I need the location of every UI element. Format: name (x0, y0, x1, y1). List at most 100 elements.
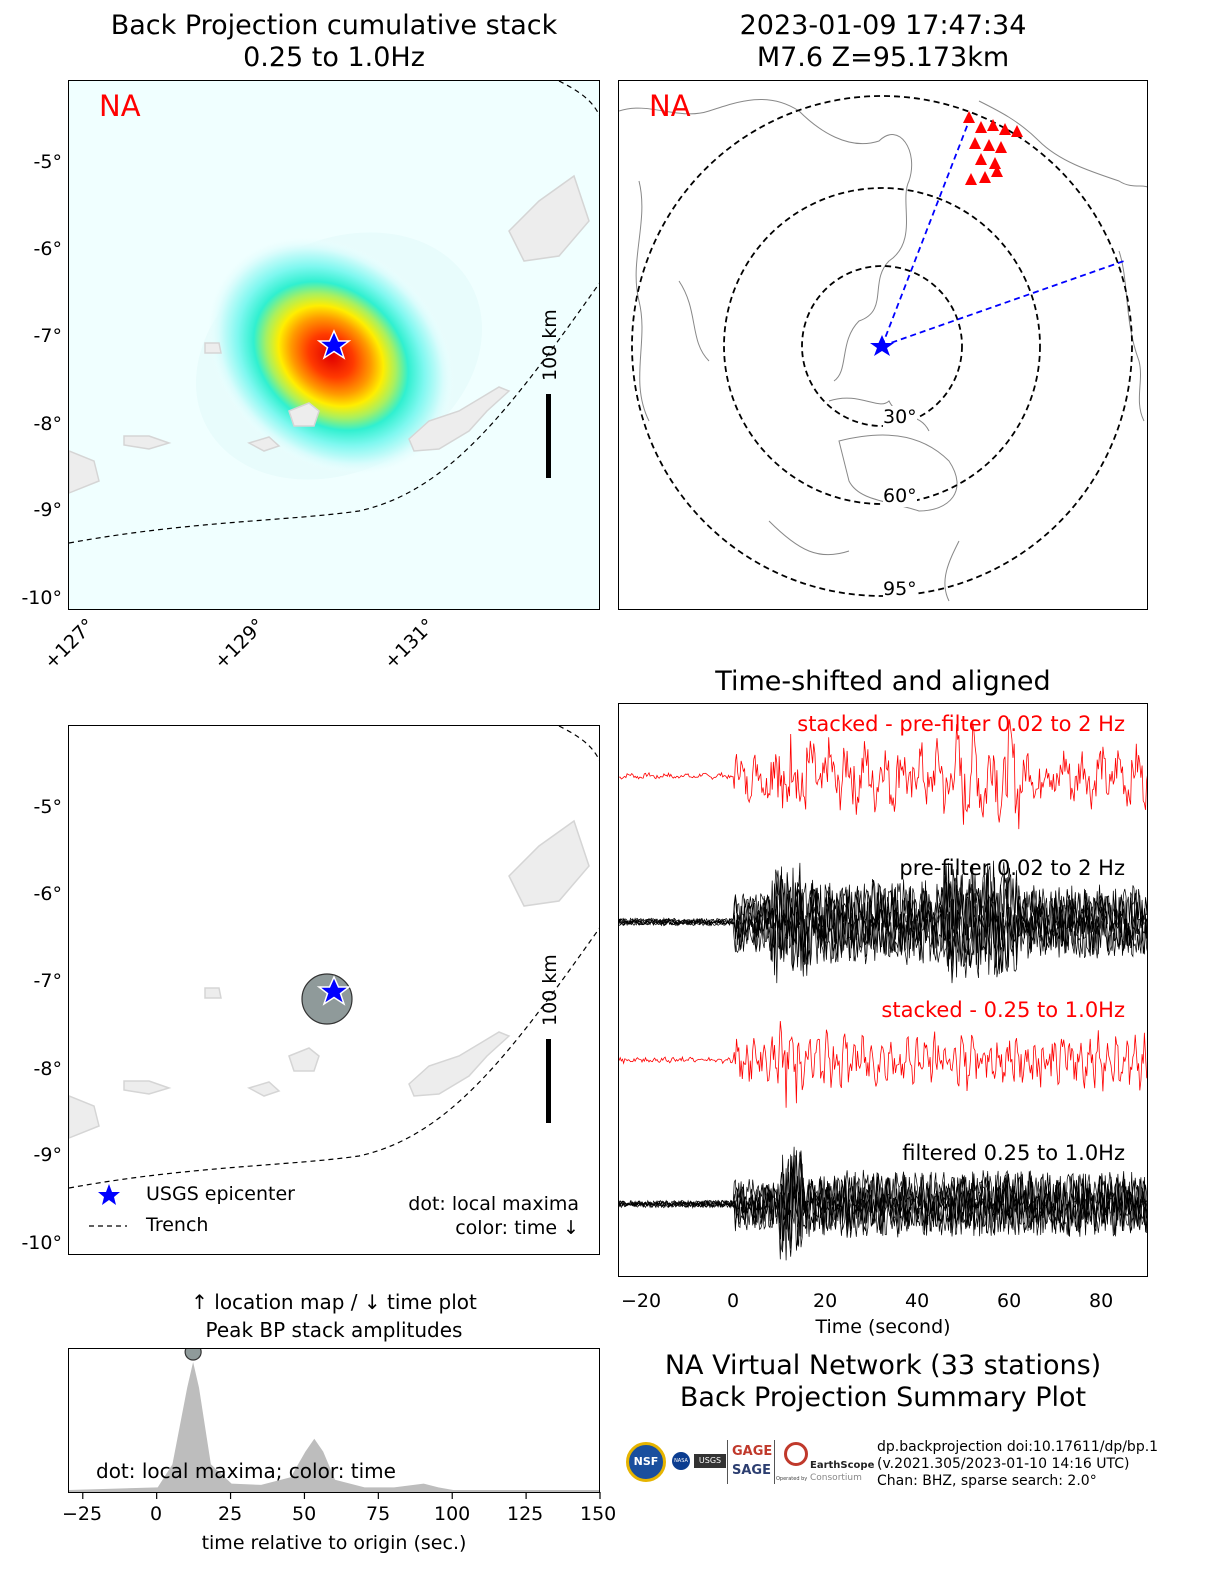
island-small-1 (288, 402, 320, 427)
peak-maxima-dot (184, 1349, 202, 1361)
station-marker (995, 141, 1007, 153)
location-caption-line2: Peak BP stack amplitudes (205, 1318, 463, 1342)
station-marker (999, 123, 1011, 135)
station-marker (979, 171, 991, 183)
credits-channel: Chan: BHZ, sparse search: 2.0° (877, 1473, 1097, 1489)
maxima-note-line2: color: time ↓ (455, 1217, 579, 1239)
summary-line1: NA Virtual Network (33 stations) (664, 1350, 1102, 1381)
event-magnitude-depth: M7.6 Z=95.173km (756, 42, 1010, 73)
coastline-west (635, 180, 650, 422)
seismogram-trace (619, 1154, 1147, 1238)
maxima-note-line1: dot: local maxima (408, 1193, 579, 1215)
station-marker (989, 157, 1001, 169)
nasa-logo-text: NASA (674, 1458, 688, 1464)
summary-line2: Back Projection Summary Plot (679, 1382, 1087, 1413)
bp-lon-tick: +129° (210, 614, 270, 674)
location-lat-tick: -9° (33, 1144, 62, 1166)
peak-xlabel: time relative to origin (sec.) (201, 1532, 467, 1554)
seismogram-trace (619, 869, 1147, 979)
seismogram-xlabel: Time (second) (815, 1316, 951, 1338)
bp-lat-tick: -8° (33, 413, 62, 435)
location-lat-tick: -6° (33, 883, 62, 905)
peak-x-tick: 150 (580, 1503, 617, 1525)
station-marker (975, 121, 987, 133)
station-triangles (963, 111, 1023, 185)
scale-bar (546, 394, 551, 478)
coastline-india (678, 280, 710, 362)
peak-x-tick: 25 (218, 1503, 243, 1525)
bp-lat-tick: -10° (21, 587, 62, 609)
station-marker (969, 137, 981, 149)
island-small-4 (247, 1081, 281, 1097)
peak-x-tick: 0 (150, 1503, 163, 1525)
peak-amplitude-area (69, 1362, 599, 1492)
global-epicenter-star (870, 335, 894, 356)
peak-x-tick: 100 (434, 1503, 471, 1525)
ring-60 (723, 187, 1041, 505)
logos: NSF NASA USGS GAGE SAGE Operated by Eart… (626, 1438, 876, 1488)
bp-map-title-line1: Back Projection cumulative stack (110, 10, 558, 41)
great-circle-path-1 (881, 120, 970, 347)
bp-lat-tick: -5° (33, 151, 62, 173)
location-lat-tick: -5° (33, 796, 62, 818)
island-tanimbar (408, 386, 511, 452)
coastline-americas (978, 100, 1147, 188)
credits-version: (v.2021.305/2023-01-10 14:16 UTC) (877, 1456, 1130, 1472)
island-tanimbar (408, 1031, 511, 1097)
island-aru (508, 819, 590, 907)
bp-lon-tick: +131° (380, 614, 440, 674)
sage-logo: SAGE (732, 1463, 771, 1478)
summary-title: NA Virtual Network (33 stations) Back Pr… (618, 1350, 1148, 1414)
global-map-panel: NA 30° 60° 95° (618, 80, 1148, 610)
station-marker (1011, 125, 1023, 137)
seis-x-tick: 60 (997, 1290, 1022, 1312)
location-lat-tick: -7° (33, 970, 62, 992)
island-aru (508, 174, 590, 262)
seismogram-title: Time-shifted and aligned (715, 666, 1051, 697)
peak-note: dot: local maxima; color: time (96, 1459, 396, 1483)
operated-by-text: Operated by (776, 1476, 808, 1482)
seis-x-tick: 40 (905, 1290, 930, 1312)
station-marker (975, 153, 987, 165)
bp-heatmap-svg (69, 81, 599, 609)
event-datetime: 2023-01-09 17:47:34 (739, 10, 1027, 41)
bp-lat-tick: -7° (33, 325, 62, 347)
gage-logo: GAGE (732, 1444, 773, 1459)
location-map-svg (69, 726, 599, 1227)
event-title: 2023-01-09 17:47:34 M7.6 Z=95.173km (618, 10, 1148, 74)
coastline-indonesia (828, 397, 930, 432)
seismogram-svg (619, 719, 1147, 1261)
location-lat-tick: -10° (21, 1232, 62, 1254)
location-lat-tick: -8° (33, 1058, 62, 1080)
location-epicenter-star (316, 975, 352, 1006)
coastline-asia (619, 98, 913, 382)
station-marker (963, 111, 975, 123)
peak-x-tick: 50 (292, 1503, 317, 1525)
seis-x-tick: −20 (621, 1290, 662, 1312)
usgs-logo: USGS (694, 1454, 726, 1468)
usgs-logo-text: USGS (698, 1456, 722, 1465)
peak-time-svg (69, 1349, 599, 1492)
earthscope-text: EarthScope (810, 1460, 875, 1471)
station-marker (965, 173, 977, 185)
location-map-panel: 100 km USGS epicenter Trench dot: local … (68, 725, 600, 1255)
trace2-label: pre-filter 0.02 to 2 Hz (899, 856, 1125, 880)
nasa-logo: NASA (672, 1452, 690, 1470)
trench-line (69, 282, 599, 544)
trench-line-ne (558, 81, 599, 117)
seismogram-trace (619, 1020, 1147, 1108)
station-marker (983, 139, 995, 151)
island-small-4 (247, 436, 281, 452)
seismogram-panel: stacked - pre-filter 0.02 to 2 Hz pre-fi… (618, 703, 1148, 1277)
seis-x-tick: 20 (813, 1290, 838, 1312)
bp-map-title: Back Projection cumulative stack 0.25 to… (68, 10, 600, 74)
global-network-label: NA (649, 89, 691, 123)
great-circle-path-2 (881, 260, 1125, 347)
epicenter-star (316, 329, 352, 360)
legend-star-icon (98, 1184, 120, 1205)
consortium-text: Consortium (810, 1473, 862, 1483)
coastline-nz (944, 540, 960, 602)
coastline-east (1118, 250, 1145, 422)
global-map-svg (619, 95, 1147, 602)
bp-map-title-line2: 0.25 to 1.0Hz (243, 42, 425, 73)
